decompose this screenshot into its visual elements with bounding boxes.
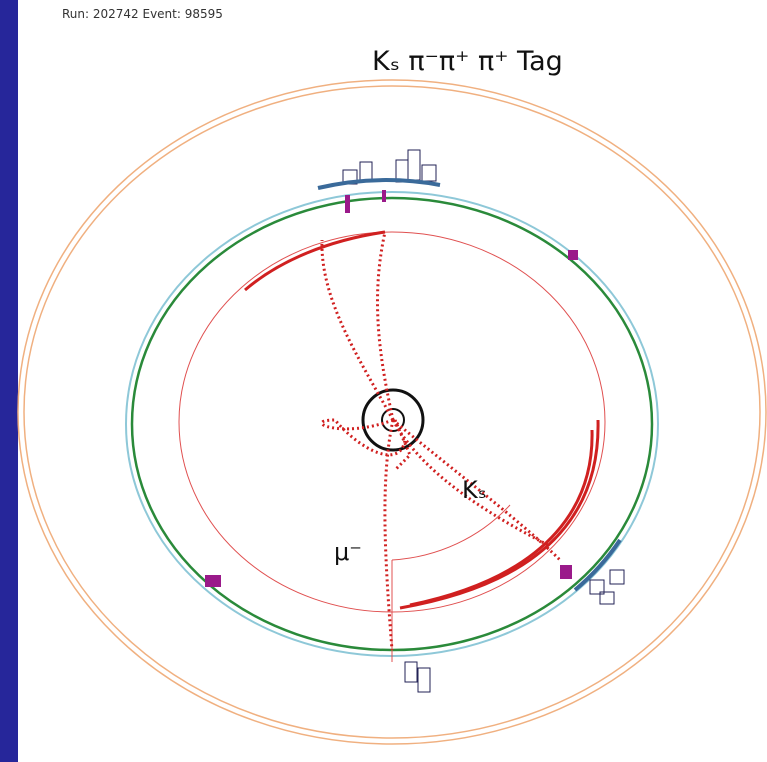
- ks-label: Kₛ: [462, 476, 487, 504]
- inner-ring: [179, 232, 605, 612]
- mu-label: μ⁻: [334, 538, 362, 566]
- guide: [392, 505, 510, 560]
- title: Kₛ π⁻π⁺ π⁺ Tag: [372, 46, 563, 77]
- barrel-hits: [575, 540, 620, 590]
- deposits: [343, 150, 624, 692]
- run-event: Run: 202742 Event: 98595: [62, 7, 223, 21]
- muon-hits: [205, 190, 578, 587]
- barrel-hits: [318, 180, 440, 188]
- tracks: [322, 232, 560, 650]
- event-display: Run: 202742 Event: 98595 Kₛ π⁻π⁺ π⁺ Tag: [0, 0, 767, 762]
- page: {"header": {"run_event": "Run: 202742 Ev…: [0, 0, 767, 762]
